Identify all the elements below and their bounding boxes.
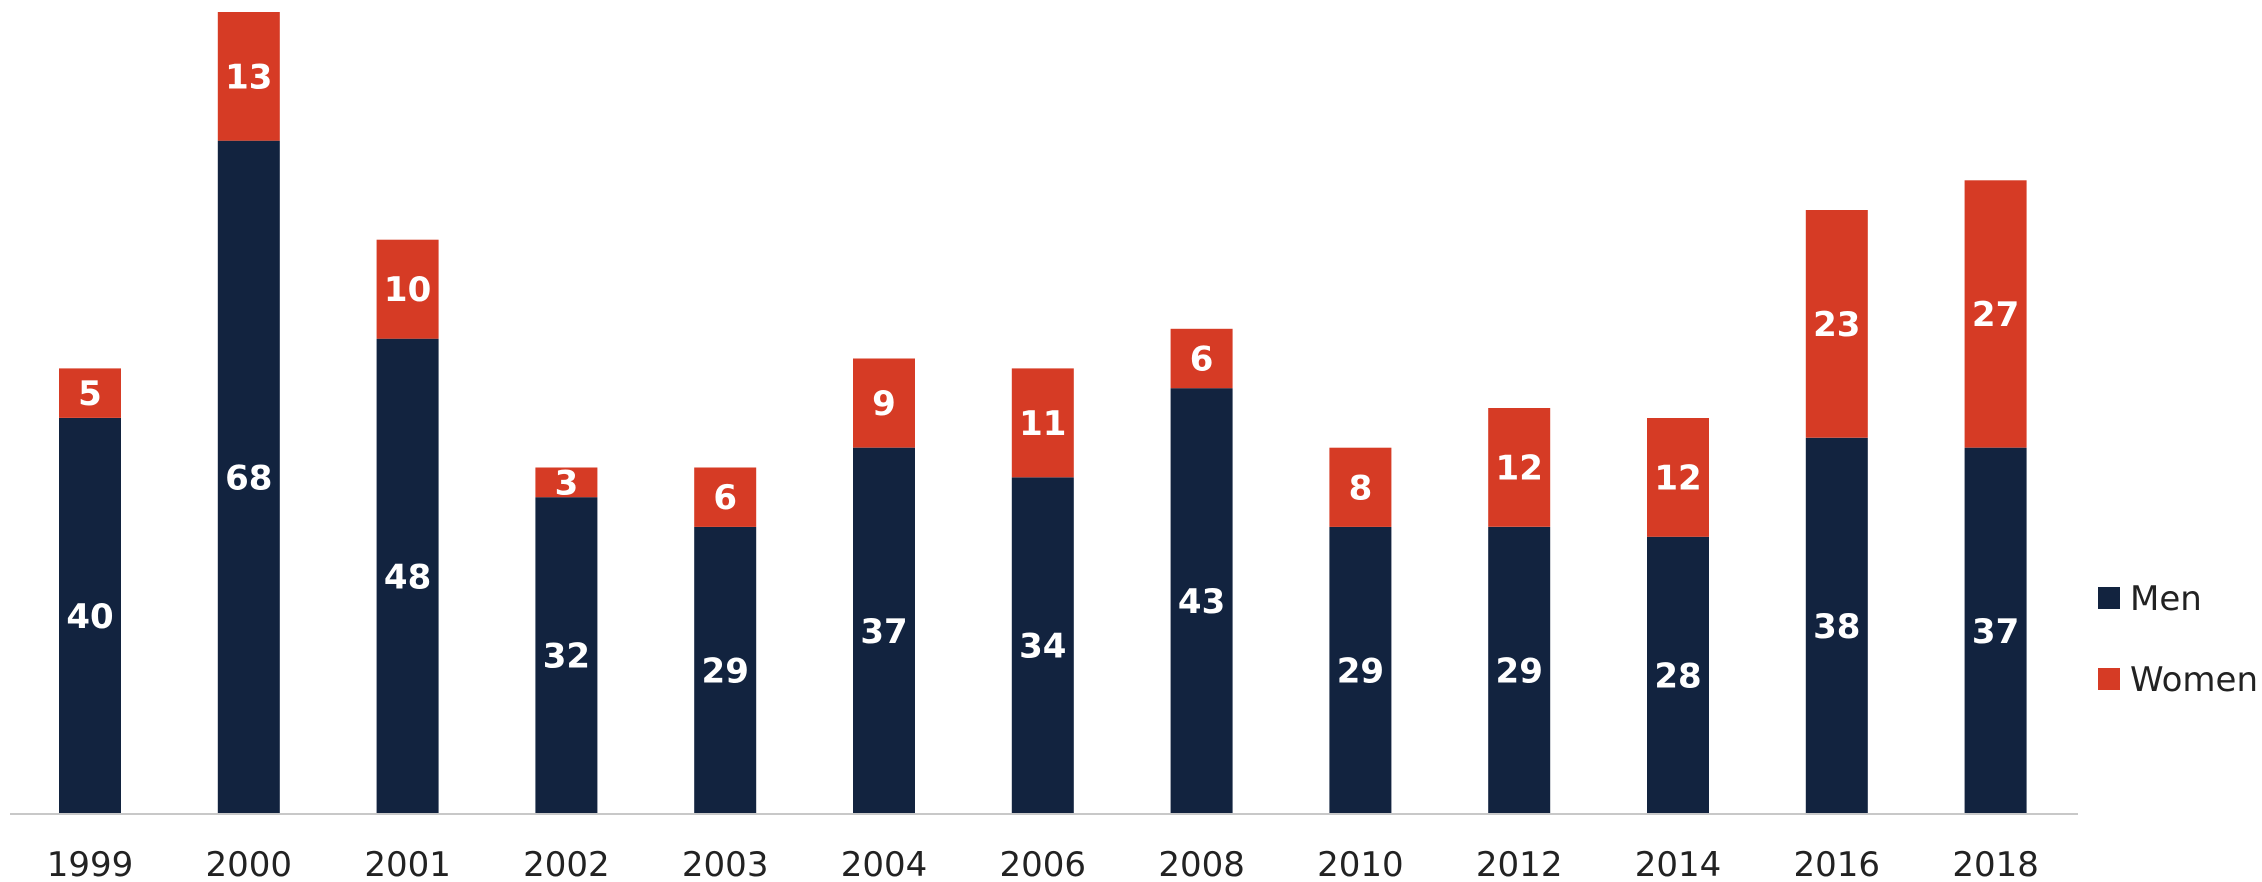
bar-women-2004 xyxy=(853,358,915,448)
x-tick-label-2008: 2008 xyxy=(1158,845,1245,882)
data-label-men-1999: 40 xyxy=(66,597,113,637)
x-tick-label-2003: 2003 xyxy=(682,845,769,882)
x-tick-label-2018: 2018 xyxy=(1952,845,2039,882)
bar-women-2002 xyxy=(535,467,598,498)
data-label-men-2003: 29 xyxy=(702,651,749,691)
data-label-women-2004: 9 xyxy=(872,384,896,424)
data-label-women-2001: 10 xyxy=(384,270,431,310)
data-label-women-2006: 11 xyxy=(1019,404,1066,444)
bar-men-2010 xyxy=(1329,526,1392,814)
x-tick-label-2001: 2001 xyxy=(364,845,451,882)
x-tick-label-2012: 2012 xyxy=(1476,845,1563,882)
bar-men-2001 xyxy=(376,338,439,814)
legend: Men Women xyxy=(2098,579,2258,700)
bar-men-1999 xyxy=(59,418,121,814)
data-label-women-2014: 12 xyxy=(1654,458,1701,498)
data-label-women-2002: 3 xyxy=(555,463,579,503)
bar-women-2016 xyxy=(1805,210,1868,438)
bar-women-2010 xyxy=(1329,447,1392,527)
data-label-women-2010: 8 xyxy=(1349,468,1373,508)
x-tick-label-2000: 2000 xyxy=(206,845,293,882)
data-label-women-2008: 6 xyxy=(1190,340,1214,380)
bar-men-2012 xyxy=(1488,526,1551,814)
bar-men-2003 xyxy=(694,526,757,814)
data-label-women-2012: 12 xyxy=(1496,449,1543,489)
bar-women-2000 xyxy=(217,12,280,141)
bar-women-2006 xyxy=(1011,368,1074,478)
bar-women-2003 xyxy=(694,467,757,527)
data-label-men-2002: 32 xyxy=(543,637,590,677)
data-label-men-2018: 37 xyxy=(1972,612,2019,652)
x-tick-label-2014: 2014 xyxy=(1635,845,1722,882)
data-label-men-2008: 43 xyxy=(1178,582,1225,622)
data-label-men-2014: 28 xyxy=(1654,656,1701,696)
bar-women-2001 xyxy=(376,239,439,339)
data-label-men-2016: 38 xyxy=(1813,607,1860,647)
x-tick-label-1999: 1999 xyxy=(47,845,134,882)
legend-swatch-men xyxy=(2098,587,2120,609)
bar-women-2012 xyxy=(1488,408,1551,527)
bar-women-1999 xyxy=(59,368,121,418)
legend-label-men: Men xyxy=(2130,579,2202,619)
legend-swatch-women xyxy=(2098,668,2120,690)
bar-men-2016 xyxy=(1805,437,1868,814)
bars-group: 4056813481032329637934114362982912281238… xyxy=(59,12,2027,814)
x-tick-labels: 1999 2000 2001 2002 2003 2004 2006 2008 2010 2012… xyxy=(47,845,2039,882)
data-label-women-1999: 5 xyxy=(78,374,102,414)
data-label-women-2016: 23 xyxy=(1813,305,1860,345)
data-label-women-2000: 13 xyxy=(225,57,272,97)
data-label-men-2001: 48 xyxy=(384,557,431,597)
data-label-men-2006: 34 xyxy=(1019,627,1066,667)
data-label-men-2000: 68 xyxy=(225,458,272,498)
bar-women-2014 xyxy=(1647,418,1709,537)
data-label-men-2010: 29 xyxy=(1337,651,1384,691)
x-tick-label-2002: 2002 xyxy=(523,845,610,882)
x-tick-label-2016: 2016 xyxy=(1794,845,1881,882)
bar-men-2000 xyxy=(217,140,280,814)
bar-women-2018 xyxy=(1964,180,2027,448)
legend-label-women: Women xyxy=(2130,660,2258,700)
bar-men-2006 xyxy=(1011,477,1074,814)
data-label-women-2003: 6 xyxy=(713,478,737,518)
bar-men-2002 xyxy=(535,497,598,814)
data-label-women-2018: 27 xyxy=(1972,295,2019,335)
x-tick-label-2004: 2004 xyxy=(841,845,928,882)
bar-men-2018 xyxy=(1964,447,2027,814)
bar-men-2008 xyxy=(1170,388,1233,814)
x-tick-label-2006: 2006 xyxy=(1000,845,1087,882)
bar-men-2004 xyxy=(853,447,915,814)
bar-women-2008 xyxy=(1170,328,1233,389)
data-label-men-2004: 37 xyxy=(860,612,907,652)
bar-men-2014 xyxy=(1647,536,1709,814)
data-label-men-2012: 29 xyxy=(1496,651,1543,691)
x-tick-label-2010: 2010 xyxy=(1317,845,1404,882)
